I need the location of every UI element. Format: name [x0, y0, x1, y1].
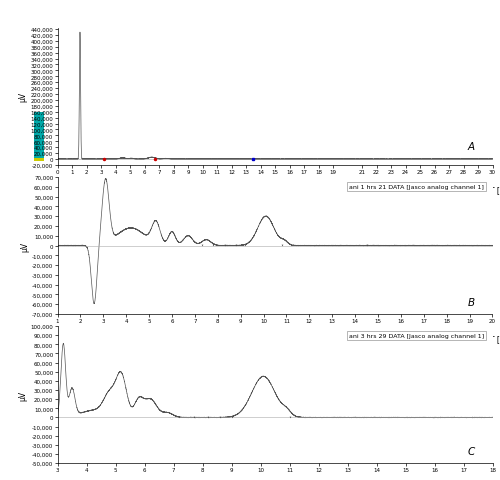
X-axis label: RT [min]: RT [min] [485, 335, 500, 344]
Bar [34, 112, 44, 142]
Y-axis label: µV: µV [19, 92, 28, 102]
Y-axis label: µV: µV [19, 390, 28, 400]
X-axis label: RT [min]: RT [min] [485, 186, 500, 195]
Text: A: A [468, 142, 475, 152]
Text: B: B [468, 298, 475, 308]
Text: C: C [468, 446, 475, 456]
Text: ani 3 hrs 29 DATA [Jasco analog channel 1]: ani 3 hrs 29 DATA [Jasco analog channel … [348, 333, 484, 338]
Bar [34, 142, 44, 160]
Text: ani 1 hrs 21 DATA [Jasco analog channel 1]: ani 1 hrs 21 DATA [Jasco analog channel … [349, 184, 484, 190]
Y-axis label: µV: µV [20, 241, 30, 251]
Bar [34, 159, 44, 161]
